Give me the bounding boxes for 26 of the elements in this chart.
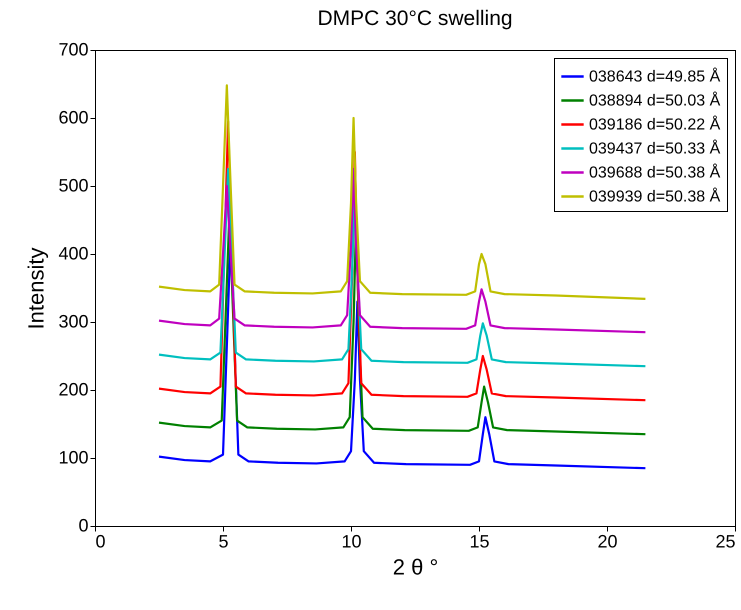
legend-label: 038894 d=50.03 Å bbox=[589, 92, 721, 110]
chart-title: DMPC 30°C swelling bbox=[317, 7, 513, 30]
x-tick-label: 10 bbox=[341, 532, 362, 552]
y-tick-label: 200 bbox=[58, 380, 88, 400]
x-tick-label: 0 bbox=[96, 532, 106, 552]
y-tick-label: 300 bbox=[58, 312, 88, 332]
legend-label: 039437 d=50.33 Å bbox=[589, 140, 721, 158]
line-series bbox=[158, 84, 646, 300]
legend-label: 038643 d=49.85 Å bbox=[589, 68, 721, 86]
y-tick-label: 600 bbox=[58, 108, 88, 128]
y-axis-title: Intensity bbox=[23, 248, 48, 330]
line-series bbox=[158, 168, 646, 334]
legend-label: 039939 d=50.38 Å bbox=[589, 188, 721, 206]
y-tick-label: 400 bbox=[58, 244, 88, 264]
line-series bbox=[158, 168, 646, 368]
y-tick-label: 0 bbox=[78, 516, 88, 536]
x-axis-title: 2 θ ° bbox=[392, 554, 438, 580]
legend-label: 039688 d=50.38 Å bbox=[589, 164, 721, 182]
x-tick-label: 5 bbox=[218, 532, 229, 552]
y-tick-label: 500 bbox=[58, 176, 88, 196]
legend-label: 039186 d=50.22 Å bbox=[589, 116, 721, 134]
x-tick-label: 25 bbox=[715, 532, 736, 552]
y-tick-label: 700 bbox=[58, 40, 88, 60]
x-tick-label: 20 bbox=[597, 532, 618, 552]
x-tick-label: 15 bbox=[469, 532, 490, 552]
y-tick-label: 100 bbox=[58, 448, 88, 468]
